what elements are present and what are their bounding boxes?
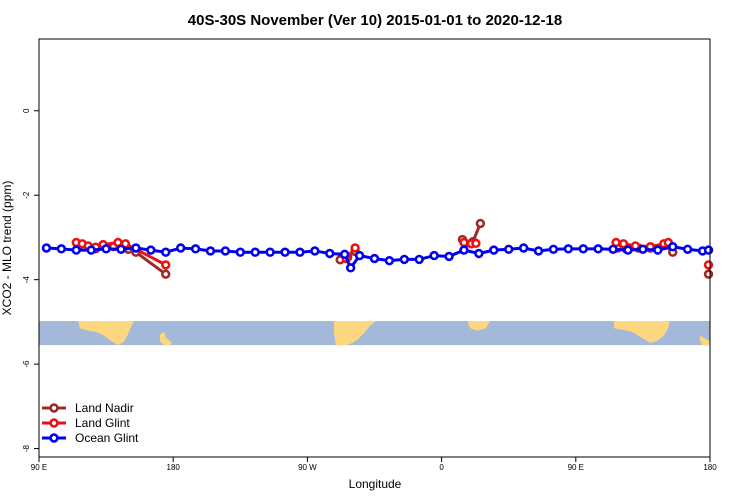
data-point (429, 250, 439, 261)
data-point (369, 253, 380, 264)
legend-swatch-marker (49, 433, 59, 443)
data-point (161, 260, 171, 270)
data-point (414, 254, 424, 265)
data-point (703, 245, 714, 255)
data-point (703, 260, 714, 270)
data-point (475, 218, 486, 229)
data-point (205, 246, 216, 256)
data-point (190, 244, 201, 254)
data-point (459, 237, 469, 248)
y-axis: 0 -2 -4 -6 -8 (22, 108, 39, 452)
map-band (39, 321, 710, 346)
y-axis-label: XCO2 - MLO trend (ppm) (0, 181, 14, 316)
data-point (489, 245, 499, 255)
data-point (518, 243, 529, 253)
data-point (86, 245, 96, 255)
data-point (399, 254, 410, 265)
y-tick-label: -8 (22, 444, 31, 452)
legend-item: Ocean Glint (42, 431, 139, 445)
data-point (548, 244, 559, 254)
data-point (638, 244, 648, 254)
land-south-america (334, 321, 376, 346)
data-point (339, 249, 350, 260)
data-point (653, 245, 663, 255)
plot-frame (38, 38, 711, 458)
data-point (220, 246, 231, 256)
legend-swatch-marker (49, 418, 59, 428)
data-point (71, 245, 81, 255)
data-point (56, 244, 67, 254)
data-point (578, 244, 588, 254)
data-point (235, 247, 246, 257)
data-point (41, 243, 52, 253)
series-layer (41, 218, 714, 279)
data-point (668, 242, 678, 252)
land-south-africa (468, 321, 490, 331)
data-point (474, 248, 484, 259)
y-tick-label: 0 (22, 108, 31, 113)
x-tick-label: 90 E (31, 463, 47, 472)
data-point (354, 250, 365, 261)
data-point (444, 251, 454, 262)
data-point (350, 243, 360, 253)
x-axis: 90 E 180 90 W 0 90 E 180 (31, 457, 717, 472)
series-ocean-glint (41, 242, 714, 273)
data-point (161, 247, 171, 257)
data-point (471, 238, 481, 249)
x-tick-label: 90 E (568, 463, 584, 472)
land-new-zealand-right (700, 335, 710, 346)
data-point (623, 245, 633, 255)
legend-item: Land Glint (42, 416, 130, 430)
data-point (703, 269, 714, 279)
data-point (325, 248, 335, 259)
data-point (131, 243, 141, 253)
legend-label: Land Glint (75, 416, 130, 430)
map-ocean (39, 321, 710, 346)
data-point (310, 246, 320, 256)
land-new-zealand (160, 331, 172, 346)
legend-label: Land Nadir (75, 401, 134, 415)
data-point (146, 245, 156, 255)
data-point (250, 247, 260, 257)
legend-label: Ocean Glint (75, 431, 139, 445)
data-point (682, 244, 693, 254)
data-point (265, 247, 275, 257)
data-point (459, 245, 469, 255)
x-tick-label: 180 (167, 463, 181, 472)
x-axis-label: Longitude (349, 477, 402, 491)
data-point (608, 244, 618, 254)
land-australia-right (614, 321, 670, 343)
x-tick-label: 0 (439, 463, 444, 472)
data-point (161, 269, 171, 279)
data-point (384, 255, 395, 266)
data-point (280, 247, 290, 257)
x-tick-label: 180 (703, 463, 717, 472)
data-point (101, 244, 111, 254)
data-point (345, 263, 356, 273)
data-point (533, 246, 544, 256)
x-tick-label: 90 W (298, 463, 317, 472)
legend-swatch-marker (49, 403, 59, 413)
y-tick-label: -4 (22, 276, 31, 284)
land-australia (78, 321, 134, 346)
data-point (618, 239, 629, 249)
data-point (175, 243, 186, 253)
data-point (504, 244, 514, 254)
data-point (116, 244, 126, 254)
y-tick-label: -6 (22, 360, 31, 368)
legend-item: Land Nadir (42, 401, 134, 415)
chart-title: 40S-30S November (Ver 10) 2015-01-01 to … (188, 12, 562, 29)
y-tick-label: -2 (22, 191, 31, 199)
data-point (295, 247, 305, 257)
data-point (563, 244, 574, 254)
data-point (593, 244, 603, 254)
